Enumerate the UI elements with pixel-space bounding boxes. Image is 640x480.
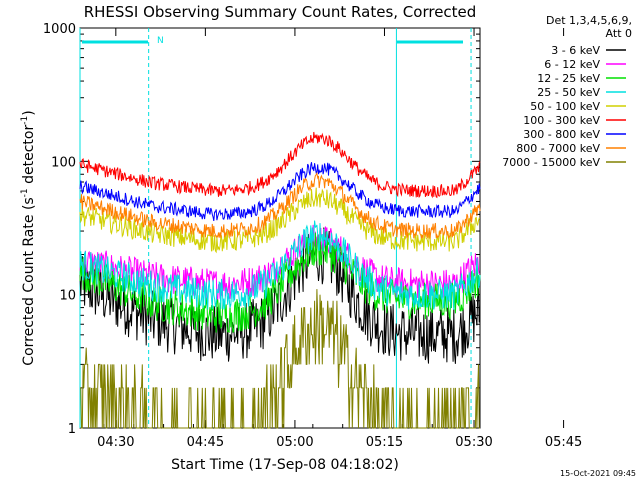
legend-label: 100 - 300 keV — [523, 114, 600, 127]
legend-label: 7000 - 15000 keV — [502, 156, 600, 169]
x-tick-label: 04:30 — [97, 435, 134, 450]
legend-label: 300 - 800 keV — [523, 128, 600, 141]
x-tick-label: 05:15 — [366, 435, 403, 450]
y-axis-label-sup2: -1 — [20, 116, 30, 125]
x-tick-label: 05:00 — [276, 435, 313, 450]
y-tick-label: 1000 — [43, 22, 76, 37]
x-axis-label: Start Time (17-Sep-08 04:18:02) — [171, 457, 399, 473]
series-line-6 — [79, 162, 481, 221]
series-line-7 — [79, 171, 481, 239]
series-line-4 — [79, 187, 481, 254]
legend-label: 3 - 6 keV — [551, 44, 600, 57]
series-layer — [79, 131, 481, 429]
chart-title: RHESSI Observing Summary Count Rates, Co… — [84, 3, 477, 21]
attenuator-label: N — [157, 36, 164, 46]
legend-label: 25 - 50 keV — [537, 86, 600, 99]
legend-label: 50 - 100 keV — [530, 100, 600, 113]
y-axis-label-sup1: -1 — [20, 188, 30, 197]
legend-header-line2: Att 0 — [606, 27, 632, 40]
x-tick-labels: 04:30 04:45 05:00 05:15 05:30 05:45 — [97, 435, 582, 450]
y-axis-label-mid: detector — [21, 125, 37, 189]
legend-label: 12 - 25 keV — [537, 72, 600, 85]
series-line-1 — [79, 224, 481, 301]
y-axis-label-end: ) — [21, 110, 37, 115]
y-tick-label: 1 — [68, 422, 76, 437]
y-tick-labels: 1 10 100 1000 — [43, 22, 76, 437]
legend-header-line1: Det 1,3,4,5,6,9, — [546, 14, 632, 27]
series-line-5 — [79, 131, 481, 199]
series-line-2 — [79, 231, 481, 334]
y-tick-label: 100 — [51, 155, 76, 170]
series-line-3 — [79, 220, 481, 310]
series-line-8 — [80, 289, 480, 429]
y-axis-label-main: Corrected Count Rate (s — [21, 197, 37, 365]
y-axis-label: Corrected Count Rate (s-1 detector-1) — [20, 110, 37, 365]
timestamp: 15-Oct-2021 09:45 — [560, 469, 636, 478]
x-tick-label: 05:30 — [455, 435, 492, 450]
legend-label: 800 - 7000 keV — [516, 142, 600, 155]
axis-ticks — [80, 28, 565, 429]
x-tick-label: 05:45 — [545, 435, 582, 450]
y-tick-label: 10 — [59, 289, 76, 304]
x-tick-label: 04:45 — [187, 435, 224, 450]
legend-label: 6 - 12 keV — [544, 58, 600, 71]
